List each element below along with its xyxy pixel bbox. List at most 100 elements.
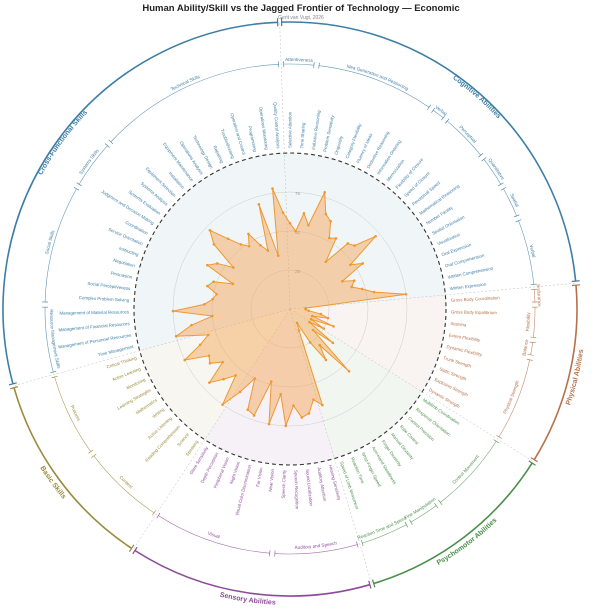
data-point (307, 309, 310, 312)
point-label: Management of Material Resources (59, 309, 129, 315)
subgroup-arc (518, 220, 535, 285)
data-point (226, 237, 230, 241)
point-label: Time Sharing (299, 122, 306, 149)
frontier-circle (133, 152, 447, 466)
point-label: Writing (151, 406, 165, 419)
point-label: Monitoring (126, 377, 147, 391)
data-point (331, 341, 335, 345)
data-point (329, 219, 332, 223)
subgroup-label: Perceptual (458, 125, 477, 144)
subgroup-tick (156, 512, 161, 519)
subgroup-tick (441, 115, 446, 121)
data-point (404, 292, 408, 296)
point-label: Equipment Maintenance (162, 142, 195, 183)
point-label: Reaction Time (350, 456, 366, 484)
subgroup-arc (533, 289, 536, 303)
point-label: Time Management (97, 344, 134, 358)
subgroup-tick (91, 453, 97, 458)
point-label: Instructing (118, 246, 139, 258)
category-arc (533, 285, 578, 461)
data-point (212, 243, 216, 246)
category-arc (373, 462, 533, 585)
category-tick (571, 280, 580, 283)
r-tick-label: 75 (295, 191, 301, 196)
category-tick (8, 382, 17, 386)
subgroup-label: Visual (207, 531, 220, 540)
data-point (206, 263, 209, 267)
category-tick (371, 579, 376, 588)
data-point (276, 254, 280, 257)
sector-bg (290, 309, 423, 459)
category-tick (128, 544, 135, 552)
data-point (318, 343, 321, 347)
category-arc (13, 387, 133, 549)
point-label: Mathematical Reasoning (418, 183, 460, 216)
subgroup-arc (530, 342, 534, 355)
category-arc (281, 21, 577, 282)
data-point (352, 279, 356, 282)
point-label: Hearing Sensitivity (328, 464, 342, 501)
point-label: Complex Problem Solving (79, 295, 130, 303)
subgroup-label: Balance (521, 339, 529, 357)
subgroup-arc (93, 455, 155, 514)
subgroup-label: Auditory and Speech (294, 540, 337, 550)
point-label: Programming (247, 125, 258, 152)
subgroup-tick (434, 502, 439, 509)
subgroup-tick (529, 341, 536, 344)
data-point (203, 303, 206, 306)
data-point (308, 320, 311, 324)
point-label: Visualization (436, 232, 461, 247)
data-point (324, 358, 328, 362)
subgroup-tick (438, 499, 443, 506)
data-point (239, 243, 243, 246)
data-point (221, 403, 224, 406)
subgroup-label: Attentiveness (285, 57, 314, 63)
point-label: Oral Comprehension (444, 253, 485, 269)
data-point (347, 369, 351, 373)
sector-bg (290, 294, 446, 392)
subgroup-tick (73, 186, 80, 191)
sector-bg (204, 309, 335, 466)
subgroup-label: Idea Generation and Reasoning (346, 64, 409, 92)
subgroup-tick (515, 219, 522, 223)
subgroup-tick (88, 449, 94, 454)
point-label: Management of Financial Resources (58, 321, 130, 332)
subgroup-label: Systems Skills (78, 148, 100, 176)
data-point (334, 237, 338, 240)
subgroup-label: Resource Management Skills (49, 309, 62, 369)
data-point (349, 263, 352, 267)
data-point (311, 314, 314, 318)
data-point (215, 292, 218, 296)
data-series (171, 187, 408, 428)
data-point (208, 361, 212, 365)
r-tick-label: 50 (295, 230, 301, 235)
point-label: Night Vision (229, 460, 241, 484)
subgroup-tick (361, 540, 364, 547)
point-label: Gross Body Coordination (451, 295, 501, 303)
subgroup-label: Physical Strength (502, 379, 520, 414)
point-label: Operations Monitoring (258, 107, 269, 151)
data-point (324, 212, 328, 216)
data-point (353, 244, 356, 247)
subgroup-arc (44, 188, 77, 303)
subgroup-arc (440, 441, 497, 503)
subgroup-tick (431, 107, 436, 113)
data-point (341, 279, 344, 283)
subgroup-arc (498, 359, 530, 438)
grid-ring (172, 191, 408, 427)
point-label: Speech Clarity (281, 469, 287, 499)
subgroup-tick (152, 510, 156, 516)
data-point (332, 325, 335, 328)
data-point (231, 282, 235, 286)
series-area (172, 188, 407, 428)
data-point (207, 354, 211, 358)
point-label: Persuasion (110, 270, 133, 279)
data-point (288, 221, 292, 225)
point-label: Quality Control Analysis (273, 102, 281, 149)
data-point (279, 393, 283, 396)
data-point (300, 416, 304, 419)
radial-grid: 25 50 75 (13, 22, 576, 585)
data-point (312, 398, 315, 401)
